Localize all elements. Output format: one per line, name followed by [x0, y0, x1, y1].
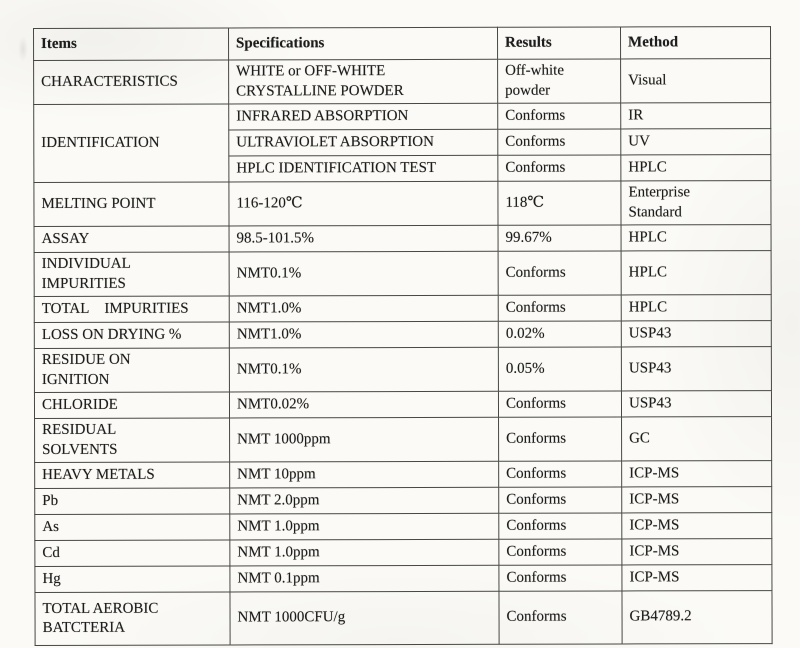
table-row: CHARACTERISTICS WHITE or OFF-WHITE CRYSTA…: [33, 58, 771, 105]
table-cell: ICP-MS: [621, 460, 772, 487]
table-cell: GB4789.2: [621, 590, 773, 644]
table-body: CHARACTERISTICS WHITE or OFF-WHITE CRYSTA…: [33, 58, 773, 646]
table-cell: Conforms: [498, 512, 622, 540]
table-cell: HPLC: [621, 250, 772, 295]
table-cell: GC: [621, 416, 772, 461]
table-cell: WHITE or OFF-WHITE CRYSTALLINE POWDER: [228, 59, 498, 104]
table-cell: 98.5-101.5%: [229, 225, 499, 252]
table-cell: Conforms: [497, 102, 621, 130]
table-cell: HPLC: [621, 224, 772, 251]
table-cell: 116-120℃: [228, 181, 499, 226]
table-cell: UV: [620, 128, 771, 155]
table-cell: Conforms: [498, 564, 622, 592]
table-cell: HPLC: [621, 294, 772, 321]
table-row: IDENTIFICATION INFRARED ABSORPTION Conform…: [33, 102, 771, 183]
table-cell: NMT 1000ppm: [229, 417, 499, 462]
table-cell: NMT 0.1ppm: [229, 565, 499, 592]
table-cell: Pb: [34, 487, 230, 515]
table-cell: NMT0.02%: [229, 391, 499, 418]
table-cell: ICP-MS: [621, 538, 772, 565]
table-cell: Conforms: [497, 154, 621, 182]
table-cell: HPLC IDENTIFICATION TEST: [228, 155, 498, 182]
table-cell: RESIDUAL SOLVENTS: [34, 417, 230, 463]
table-cell: NMT0.1%: [229, 347, 499, 392]
table-cell: ICP-MS: [621, 486, 772, 513]
table-cell: Conforms: [497, 128, 621, 156]
table-cell: USP43: [621, 320, 772, 347]
table-cell: RESIDUE ON IGNITION: [34, 347, 230, 393]
table-cell: HEAVY METALS: [34, 461, 230, 489]
table-row: INDIVIDUAL IMPURITIES NMT0.1% Conforms HPLC: [34, 250, 772, 297]
table-row: ASSAY 98.5-101.5% 99.67% HPLC: [34, 224, 772, 253]
table-cell: CHLORIDE: [34, 391, 230, 419]
column-header: Specifications: [228, 27, 498, 60]
table-row: Pb NMT 2.0ppm Conforms ICP-MS: [34, 486, 772, 515]
table-cell: NMT 1.0ppm: [229, 513, 499, 540]
table-cell: 0.02%: [498, 320, 622, 348]
table-row: LOSS ON DRYING % NMT1.0% 0.02% USP43: [34, 320, 772, 349]
table-cell: As: [34, 513, 230, 541]
column-header: Results: [497, 26, 621, 60]
table-row: MELTING POINT 116-120℃ 118℃ Enterprise Stan…: [33, 180, 772, 227]
table-row: TOTAL IMPURITIES NMT1.0% Conforms HPLC: [34, 294, 772, 323]
table-cell: ULTRAVIOLET ABSORPTION: [228, 129, 498, 156]
table-cell: Conforms: [498, 250, 622, 296]
specification-table: Items Specifications Results Method CHARACT…: [33, 26, 773, 646]
table-row: As NMT 1.0ppm Conforms ICP-MS: [34, 512, 772, 541]
table-cell: TOTAL AEROBIC BATCTERIA: [34, 591, 231, 646]
table-cell: Conforms: [498, 590, 623, 645]
specification-table-container: Items Specifications Results Method CHARACT…: [33, 26, 773, 646]
table-cell: MELTING POINT: [33, 181, 230, 227]
table-cell: USP43: [621, 390, 772, 417]
table-cell: INDIVIDUAL IMPURITIES: [34, 251, 230, 297]
table-cell: NMT1.0%: [229, 321, 499, 348]
table-cell: Conforms: [498, 538, 622, 566]
table-row: CHLORIDE NMT0.02% Conforms USP43: [34, 390, 772, 419]
table-cell: 0.05%: [498, 346, 622, 392]
table-cell: TOTAL IMPURITIES: [34, 295, 230, 323]
table-cell: NMT1.0%: [229, 295, 499, 322]
table-cell: NMT 2.0ppm: [229, 487, 499, 514]
table-cell: Hg: [34, 565, 230, 593]
table-row: TOTAL AEROBIC BATCTERIA NMT 1000CFU/g Conf…: [34, 590, 773, 646]
table-cell: ASSAY: [34, 225, 230, 253]
table-cell: 118℃: [497, 180, 622, 226]
table-row: HEAVY METALS NMT 10ppm Conforms ICP-MS: [34, 460, 772, 489]
table-cell: HPLC: [620, 154, 771, 181]
table-cell: IDENTIFICATION: [33, 103, 229, 183]
table-cell: Conforms: [498, 416, 622, 462]
table-cell: Enterprise Standard: [620, 180, 772, 225]
table-row: RESIDUAL SOLVENTS NMT 1000ppm Conforms GC: [34, 416, 772, 463]
table-cell: LOSS ON DRYING %: [34, 321, 230, 349]
header-row: Items Specifications Results Method: [33, 26, 771, 61]
table-cell: USP43: [621, 346, 772, 391]
table-cell: ICP-MS: [621, 564, 772, 591]
table-cell: Conforms: [498, 390, 622, 418]
table-cell: 99.67%: [498, 224, 622, 252]
table-cell: Conforms: [498, 294, 622, 322]
column-header: Method: [620, 26, 771, 59]
table-cell: Cd: [34, 539, 230, 567]
table-cell: IR: [620, 102, 771, 129]
column-header: Items: [33, 27, 229, 61]
table-cell: Conforms: [498, 460, 622, 488]
table-row: Cd NMT 1.0ppm Conforms ICP-MS: [34, 538, 772, 567]
table-cell: Off-white powder: [497, 58, 621, 104]
table-cell: INFRARED ABSORPTION: [228, 103, 498, 130]
table-row: RESIDUE ON IGNITION NMT0.1% 0.05% USP43: [34, 346, 772, 393]
table-cell: NMT0.1%: [229, 251, 499, 296]
table-cell: NMT 10ppm: [229, 461, 499, 488]
table-cell: Visual: [620, 58, 771, 103]
table-cell: NMT 1.0ppm: [229, 539, 499, 566]
table-cell: CHARACTERISTICS: [33, 59, 229, 105]
table-cell: ICP-MS: [621, 512, 772, 539]
table-cell: Conforms: [498, 486, 622, 514]
scan-smudge: [18, 36, 28, 62]
table-header: Items Specifications Results Method: [33, 26, 771, 61]
table-row: Hg NMT 0.1ppm Conforms ICP-MS: [34, 564, 772, 593]
table-cell: NMT 1000CFU/g: [229, 591, 500, 645]
